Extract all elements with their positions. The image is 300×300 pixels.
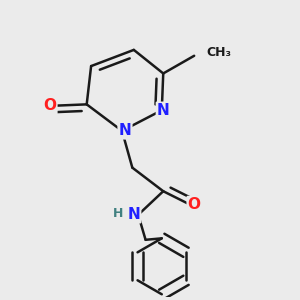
Text: N: N [118, 123, 131, 138]
Text: O: O [188, 197, 201, 212]
Text: N: N [157, 103, 169, 118]
Text: O: O [44, 98, 56, 113]
Text: H: H [113, 207, 123, 220]
Text: N: N [128, 207, 140, 222]
Text: CH₃: CH₃ [206, 46, 231, 59]
